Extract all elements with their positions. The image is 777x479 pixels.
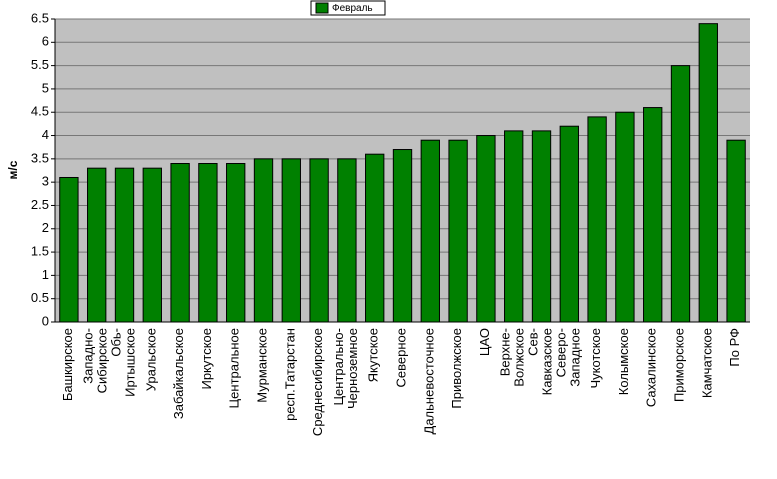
y-tick-label: 4.5 bbox=[31, 104, 49, 119]
x-tick-label: Обь-Иртышское bbox=[109, 328, 138, 397]
x-tick-label: Северное bbox=[394, 328, 409, 387]
bar bbox=[643, 107, 663, 323]
bar bbox=[365, 153, 385, 323]
bar bbox=[448, 139, 468, 323]
bar bbox=[392, 149, 413, 323]
y-axis-label: м/с bbox=[6, 160, 20, 179]
bar bbox=[142, 167, 162, 323]
x-tick-label: Сахалинское bbox=[644, 328, 659, 407]
x-tick-label: Северо-Западное bbox=[554, 328, 583, 387]
x-tick-label: Иркутское bbox=[199, 328, 214, 390]
bar bbox=[587, 116, 607, 323]
bar bbox=[726, 139, 746, 323]
y-tick-label: 2.5 bbox=[31, 197, 49, 212]
bar bbox=[59, 176, 79, 323]
y-tick-label: 0.5 bbox=[31, 290, 49, 305]
y-tick-label: 1.5 bbox=[31, 244, 49, 259]
x-tick-label: Колымское bbox=[616, 328, 631, 395]
bar bbox=[698, 23, 718, 323]
bar bbox=[198, 163, 218, 323]
bar bbox=[281, 158, 301, 323]
x-tick-label: Чукотское bbox=[589, 328, 604, 389]
x-tick-label: Верхне-Волжское bbox=[498, 328, 527, 387]
legend-swatch bbox=[315, 2, 329, 14]
x-tick-label: ЦАО bbox=[477, 328, 492, 356]
x-tick-label: Приморское bbox=[672, 328, 687, 402]
x-tick-label: По РФ bbox=[728, 328, 743, 367]
bar bbox=[170, 163, 190, 323]
y-tick-label: 3 bbox=[42, 174, 49, 189]
bar bbox=[476, 135, 496, 323]
legend bbox=[310, 0, 386, 16]
x-tick-label: Камчатское bbox=[700, 328, 715, 398]
bar bbox=[309, 158, 329, 323]
y-tick-label: 1 bbox=[42, 267, 49, 282]
bar bbox=[559, 125, 579, 323]
y-tick-label: 6 bbox=[42, 34, 49, 49]
x-tick-label: Якутское bbox=[366, 328, 381, 382]
x-tick-label: Центрально-Черноземное bbox=[331, 328, 360, 409]
bar bbox=[87, 167, 107, 323]
x-tick-label: Приволжское bbox=[450, 328, 465, 409]
bar bbox=[337, 158, 357, 323]
x-tick-label: респ.Татарстан bbox=[283, 328, 298, 421]
bar bbox=[615, 111, 635, 323]
y-tick-label: 5 bbox=[42, 80, 49, 95]
legend-label: Февраль bbox=[332, 3, 373, 14]
bar bbox=[504, 130, 524, 323]
y-tick-label: 2 bbox=[42, 220, 49, 235]
bar bbox=[114, 167, 135, 323]
y-tick-label: 6.5 bbox=[31, 10, 49, 25]
x-tick-label: Центральное bbox=[227, 328, 242, 408]
x-tick-label: Мурманское bbox=[255, 328, 270, 403]
x-tick-label: Дальневосточное bbox=[422, 328, 437, 434]
y-tick-label: 3.5 bbox=[31, 150, 49, 165]
bar bbox=[420, 139, 440, 323]
bar bbox=[226, 163, 246, 323]
y-tick-label: 0 bbox=[42, 313, 49, 328]
x-tick-label: Среднесибирское bbox=[311, 328, 326, 436]
y-tick-label: 4 bbox=[42, 127, 49, 142]
bar bbox=[670, 65, 691, 323]
x-tick-label: Уральское bbox=[144, 328, 159, 391]
x-tick-label: Башкирское bbox=[60, 328, 75, 401]
x-tick-label: Сев-Кавказское bbox=[526, 328, 555, 395]
x-tick-label: Западно-Сибирское bbox=[81, 328, 110, 393]
bar bbox=[531, 130, 552, 323]
y-tick-label: 5.5 bbox=[31, 57, 49, 72]
x-tick-label: Забайкальское bbox=[172, 328, 187, 419]
bar bbox=[253, 158, 274, 323]
